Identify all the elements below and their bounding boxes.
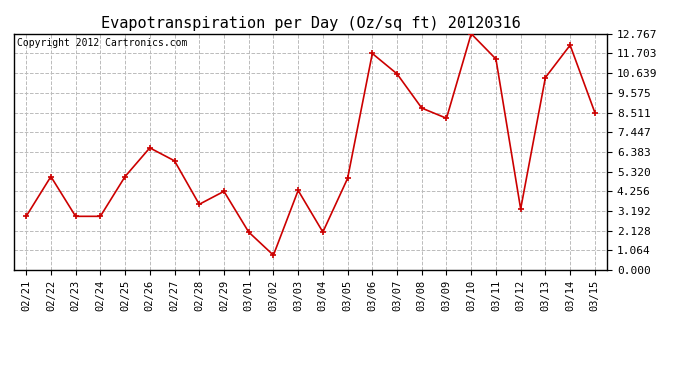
Title: Evapotranspiration per Day (Oz/sq ft) 20120316: Evapotranspiration per Day (Oz/sq ft) 20…	[101, 16, 520, 31]
Text: Copyright 2012 Cartronics.com: Copyright 2012 Cartronics.com	[17, 39, 187, 48]
